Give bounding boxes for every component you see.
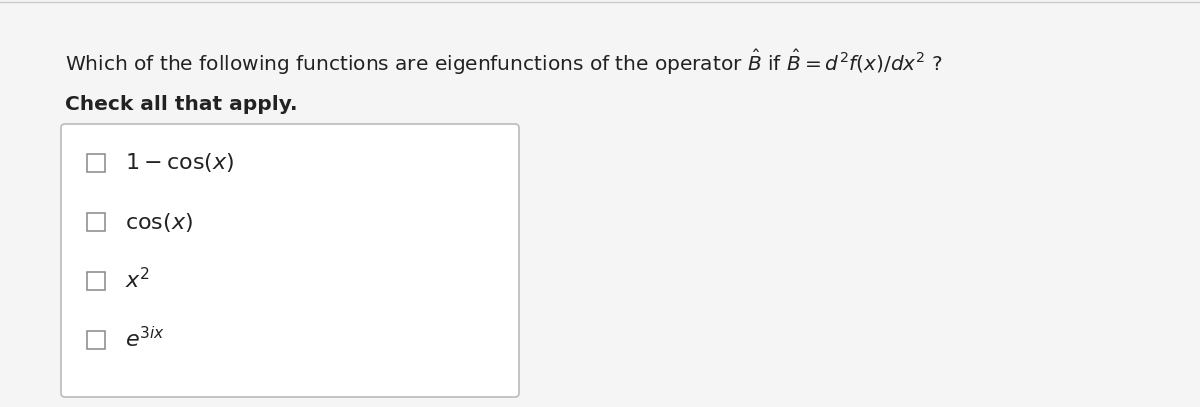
Text: $e^{3ix}$: $e^{3ix}$ — [125, 327, 166, 352]
Text: Which of the following functions are eigenfunctions of the operator $\hat{B}$ if: Which of the following functions are eig… — [65, 48, 943, 77]
Bar — [88, 154, 106, 172]
Text: $1 - \cos(x)$: $1 - \cos(x)$ — [125, 151, 234, 175]
Text: $\cos(x)$: $\cos(x)$ — [125, 210, 193, 234]
Text: Check all that apply.: Check all that apply. — [65, 95, 298, 114]
FancyBboxPatch shape — [61, 124, 520, 397]
Bar — [88, 272, 106, 290]
Bar — [88, 213, 106, 231]
Text: $x^2$: $x^2$ — [125, 268, 150, 293]
Bar — [88, 331, 106, 349]
